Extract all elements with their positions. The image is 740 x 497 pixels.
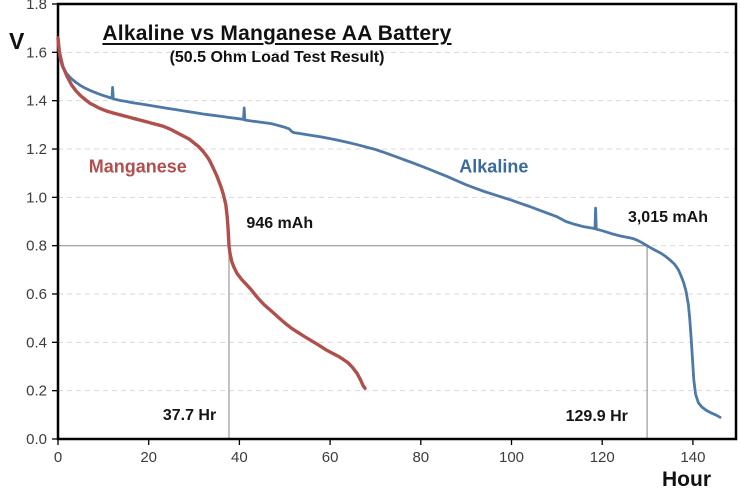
series-label-alkaline: Alkaline: [459, 156, 529, 177]
y-tick-label-1.2: 1.2: [26, 141, 47, 158]
chart-subtitle: (50.5 Ohm Load Test Result): [169, 49, 385, 66]
series-label-manganese: Manganese: [88, 156, 187, 177]
x-tick-label-40: 40: [231, 449, 248, 466]
y-tick-label-0.4: 0.4: [26, 334, 47, 351]
y-tick-label-0.8: 0.8: [26, 238, 47, 255]
x-tick-label-120: 120: [590, 449, 615, 466]
y-tick-label-0.6: 0.6: [26, 286, 47, 303]
y-tick-label-0.0: 0.0: [26, 431, 47, 448]
annotation-manganese-hours: 37.7 Hr: [162, 407, 217, 425]
x-tick-label-100: 100: [499, 449, 524, 466]
x-tick-label-20: 20: [140, 449, 157, 466]
x-tick-label-60: 60: [322, 449, 339, 466]
y-tick-label-1.4: 1.4: [26, 93, 47, 110]
y-tick-label-1.0: 1.0: [26, 189, 47, 206]
annotation-alkaline-capacity: 3,015 mAh: [627, 208, 708, 226]
y-tick-label-1.6: 1.6: [26, 44, 47, 61]
annotation-manganese-capacity: 946 mAh: [246, 214, 314, 232]
plot-frame: [56, 2, 738, 441]
x-tick-label-80: 80: [412, 449, 429, 466]
x-tick-label-140: 140: [680, 449, 705, 466]
y-tick-label-0.2: 0.2: [26, 383, 47, 400]
annotation-alkaline-hours: 129.9 Hr: [565, 408, 628, 426]
alkaline-curve: [56, 38, 722, 419]
y-axis-label: V: [9, 28, 25, 54]
x-axis-label: Hour: [662, 468, 711, 491]
manganese-curve: [56, 36, 367, 390]
chart-title: Alkaline vs Manganese AA Battery: [102, 22, 452, 45]
y-tick-label-1.8: 1.8: [26, 0, 47, 13]
x-tick-label-0: 0: [54, 449, 62, 466]
title-block: Alkaline vs Manganese AA Battery (50.5 O…: [92, 22, 462, 67]
